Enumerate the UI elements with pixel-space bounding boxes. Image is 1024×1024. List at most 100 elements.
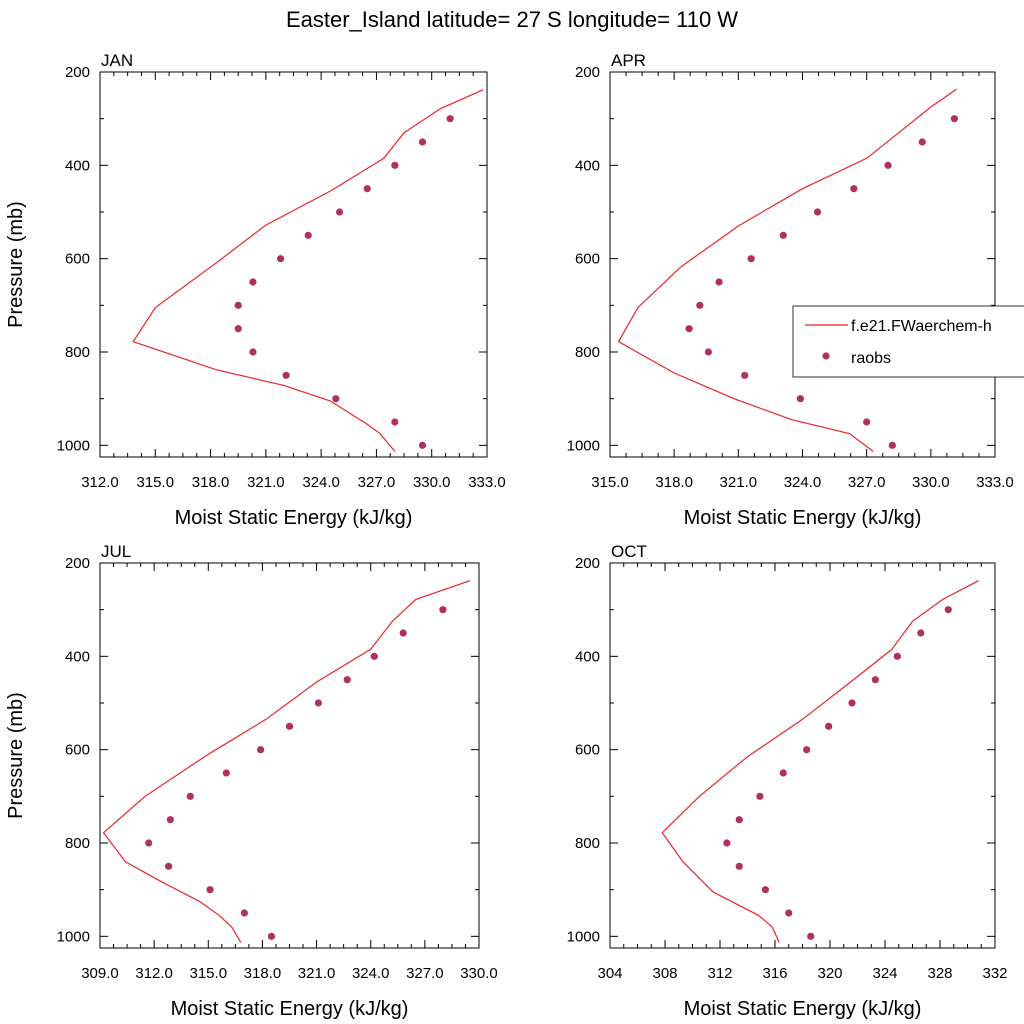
obs-point	[314, 699, 322, 707]
obs-point	[166, 816, 174, 824]
obs-point	[863, 418, 871, 426]
y-tick-label: 200	[65, 555, 90, 572]
y-tick-label: 800	[575, 835, 600, 852]
x-axis-label: Moist Static Energy (kJ/kg)	[171, 998, 409, 1020]
obs-point	[267, 932, 276, 940]
obs-point	[871, 676, 879, 684]
obs-point	[944, 606, 952, 614]
y-tick-label: 600	[65, 742, 90, 759]
y-tick-label: 400	[575, 648, 600, 665]
obs-point	[304, 231, 312, 239]
panel-jul: JUL 309.0 312.0 315.0 318.0 321.0 324.0 327.0 33…	[5, 542, 498, 1020]
x-tick-label: 315.0	[137, 474, 175, 491]
obs-point	[848, 699, 856, 707]
obs-point	[343, 676, 351, 684]
obs-point	[391, 161, 399, 169]
legend-model-label: f.e21.FWaerchem-h	[851, 318, 992, 335]
obs-point	[234, 301, 242, 309]
obs-point	[282, 371, 290, 379]
panel-label: JAN	[101, 51, 133, 70]
obs-point	[850, 185, 858, 193]
obs-point	[756, 792, 764, 800]
obs-point	[186, 792, 194, 800]
obs-point	[747, 255, 755, 263]
obs-point	[222, 769, 230, 777]
obs-point	[796, 395, 804, 403]
x-tick-label: 321.0	[298, 965, 336, 982]
x-tick-label: 324	[872, 965, 897, 982]
legend-obs-swatch	[822, 352, 830, 360]
obs-point	[418, 138, 427, 146]
x-axis-label: Moist Static Energy (kJ/kg)	[175, 507, 413, 529]
y-tick-label: 1000	[57, 928, 90, 945]
obs-point	[332, 395, 340, 403]
obs-point	[735, 816, 743, 824]
obs-point	[418, 441, 427, 449]
x-tick-label: 315.0	[591, 474, 629, 491]
x-tick-label: 327.0	[358, 474, 396, 491]
x-tick-label: 318.0	[244, 965, 282, 982]
x-tick-label: 324.0	[302, 474, 340, 491]
x-tick-label: 318.0	[192, 474, 230, 491]
obs-point	[164, 862, 173, 870]
model-series-line	[132, 89, 484, 452]
panel-label: JUL	[101, 542, 131, 561]
y-tick-label: 600	[575, 742, 600, 759]
x-tick-label: 308	[652, 965, 677, 982]
panel-label: OCT	[611, 542, 647, 561]
x-tick-label: 330.0	[460, 965, 498, 982]
obs-point	[277, 255, 285, 263]
obs-point	[761, 886, 769, 894]
obs-point	[234, 325, 242, 333]
obs-point	[723, 839, 731, 847]
obs-point	[735, 862, 743, 870]
x-tick-label: 312.0	[81, 474, 119, 491]
obs-point	[704, 348, 712, 356]
panel-oct: OCT 304 308 312 316 320 324 328 332 200 400 600 800 1…	[567, 542, 1008, 1020]
x-tick-label: 309.0	[81, 965, 119, 982]
x-tick-label: 318.0	[655, 474, 693, 491]
y-tick-label: 400	[575, 157, 600, 174]
x-axis-label: Moist Static Energy (kJ/kg)	[684, 998, 922, 1020]
x-tick-label: 327.0	[848, 474, 886, 491]
obs-point	[363, 185, 371, 193]
x-tick-label: 332	[982, 965, 1007, 982]
obs-point	[715, 278, 723, 286]
panel-jan: JAN 312.0 315.0 318.0 321.0 324.0 327.0 330.0 33…	[5, 51, 506, 529]
obs-point	[206, 886, 214, 894]
x-tick-label: 316	[762, 965, 787, 982]
obs-point	[950, 115, 958, 123]
obs-point	[685, 325, 693, 333]
obs-point	[807, 932, 815, 940]
legend-obs-label: raobs	[851, 350, 891, 367]
x-tick-label: 327.0	[406, 965, 444, 982]
panel-apr: APR 315.0 318.0 321.0 324.0 327.0 330.0 333.0 20…	[567, 51, 1024, 529]
obs-point	[439, 606, 447, 614]
y-tick-label: 600	[575, 251, 600, 268]
obs-point	[917, 629, 925, 637]
obs-point	[145, 839, 153, 847]
x-tick-label: 321.0	[720, 474, 758, 491]
y-axis-label: Pressure (mb)	[5, 692, 27, 819]
obs-point	[285, 722, 294, 730]
obs-point	[884, 161, 892, 169]
figure-title: Easter_Island latitude= 27 S longitude= …	[286, 7, 738, 32]
obs-point	[249, 278, 257, 286]
obs-point	[893, 652, 901, 660]
x-tick-label: 324.0	[784, 474, 822, 491]
model-series-line	[617, 88, 957, 452]
y-tick-label: 600	[65, 251, 90, 268]
y-tick-label: 800	[575, 344, 600, 361]
obs-point	[249, 348, 257, 356]
x-tick-label: 333.0	[468, 474, 506, 491]
y-tick-label: 1000	[567, 928, 600, 945]
y-tick-label: 200	[575, 64, 600, 81]
obs-point	[813, 208, 822, 216]
plot-frame	[609, 562, 996, 949]
panel-label: APR	[611, 51, 646, 70]
y-tick-label: 400	[65, 648, 90, 665]
x-tick-label: 330.0	[413, 474, 451, 491]
y-tick-label: 200	[65, 64, 90, 81]
obs-point	[785, 909, 793, 917]
